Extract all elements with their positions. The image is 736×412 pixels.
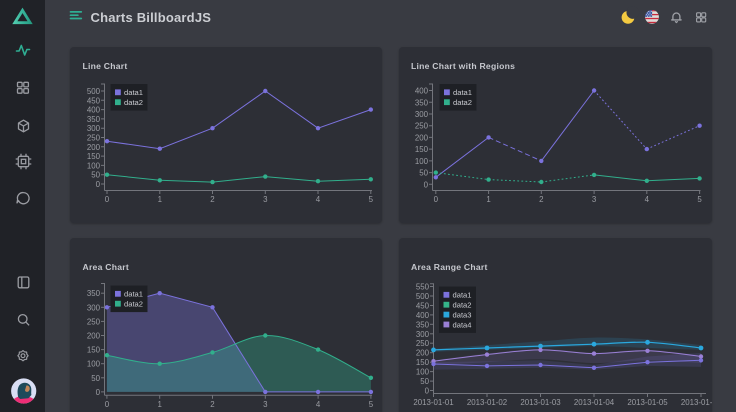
svg-text:2013-01-03: 2013-01-03 [520, 398, 561, 407]
svg-text:4: 4 [316, 400, 321, 409]
svg-text:0: 0 [424, 387, 429, 396]
svg-text:300: 300 [415, 330, 429, 339]
svg-text:2013-01-01: 2013-01-01 [413, 398, 453, 407]
svg-text:300: 300 [87, 124, 101, 133]
svg-text:2: 2 [210, 400, 214, 409]
svg-text:200: 200 [87, 143, 101, 152]
svg-text:4: 4 [316, 195, 321, 204]
svg-text:5: 5 [369, 195, 374, 204]
svg-text:data1: data1 [124, 88, 143, 97]
svg-text:0: 0 [105, 195, 110, 204]
svg-text:5: 5 [369, 400, 374, 409]
svg-text:350: 350 [414, 98, 428, 107]
svg-text:150: 150 [87, 346, 101, 355]
svg-text:data1: data1 [124, 290, 143, 299]
svg-text:data2: data2 [124, 98, 143, 107]
svg-text:150: 150 [415, 358, 429, 367]
svg-text:50: 50 [91, 374, 100, 383]
svg-text:2: 2 [210, 195, 214, 204]
svg-text:0: 0 [96, 180, 101, 189]
svg-text:1: 1 [158, 195, 162, 204]
svg-text:data2: data2 [124, 300, 143, 309]
svg-text:data1: data1 [453, 88, 472, 97]
svg-text:500: 500 [415, 292, 429, 301]
svg-text:250: 250 [87, 317, 101, 326]
svg-text:0: 0 [433, 195, 438, 204]
svg-text:550: 550 [415, 283, 429, 292]
svg-text:200: 200 [415, 349, 429, 358]
svg-text:250: 250 [415, 339, 429, 348]
svg-text:300: 300 [87, 303, 101, 312]
svg-text:2: 2 [539, 195, 543, 204]
svg-text:3: 3 [263, 400, 268, 409]
svg-text:data2: data2 [452, 301, 471, 310]
svg-text:0: 0 [96, 388, 101, 397]
svg-text:0: 0 [105, 400, 110, 409]
svg-text:2013-01-06: 2013-01-06 [680, 398, 711, 407]
svg-text:450: 450 [415, 302, 429, 311]
svg-text:0: 0 [423, 180, 428, 189]
svg-text:500: 500 [87, 87, 101, 96]
svg-text:150: 150 [87, 152, 101, 161]
svg-text:350: 350 [87, 289, 101, 298]
svg-text:2013-01-02: 2013-01-02 [466, 398, 506, 407]
svg-text:data1: data1 [452, 291, 471, 300]
svg-text:50: 50 [91, 171, 100, 180]
svg-text:3: 3 [263, 195, 268, 204]
svg-text:350: 350 [87, 115, 101, 124]
svg-text:400: 400 [415, 311, 429, 320]
svg-text:1: 1 [486, 195, 490, 204]
svg-text:data2: data2 [453, 98, 472, 107]
svg-text:3: 3 [591, 195, 596, 204]
svg-text:100: 100 [415, 368, 429, 377]
svg-text:1: 1 [158, 400, 162, 409]
svg-text:350: 350 [415, 320, 429, 329]
svg-text:data3: data3 [452, 310, 471, 319]
svg-text:50: 50 [420, 377, 429, 386]
svg-text:250: 250 [87, 134, 101, 143]
svg-text:250: 250 [414, 122, 428, 131]
svg-text:400: 400 [87, 106, 101, 115]
svg-text:5: 5 [697, 195, 702, 204]
svg-text:100: 100 [87, 360, 101, 369]
svg-text:50: 50 [419, 169, 428, 178]
svg-text:300: 300 [414, 110, 428, 119]
svg-text:2013-01-04: 2013-01-04 [573, 398, 614, 407]
svg-text:450: 450 [87, 96, 101, 105]
svg-text:200: 200 [414, 133, 428, 142]
svg-text:100: 100 [87, 161, 101, 170]
svg-text:2013-01-05: 2013-01-05 [627, 398, 668, 407]
svg-text:200: 200 [87, 332, 101, 341]
svg-text:100: 100 [414, 157, 428, 166]
svg-text:150: 150 [414, 145, 428, 154]
svg-text:400: 400 [414, 87, 428, 96]
svg-text:data4: data4 [452, 320, 471, 329]
svg-text:4: 4 [644, 195, 649, 204]
